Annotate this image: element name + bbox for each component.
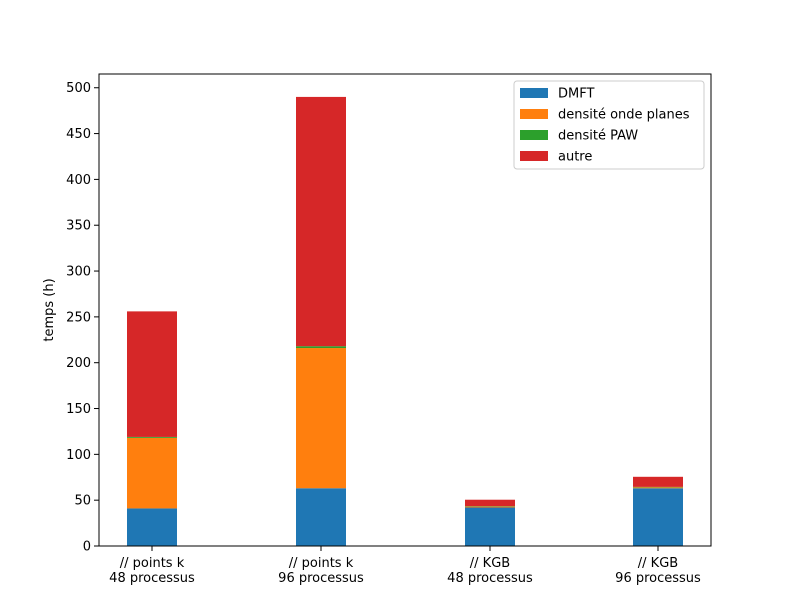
legend-swatch	[520, 109, 548, 119]
x-tick-label: 48 processus	[109, 571, 195, 586]
y-tick-label: 50	[74, 494, 91, 509]
bar-segment	[296, 96, 346, 347]
y-tick-label: 350	[66, 219, 91, 234]
legend-label: densité PAW	[558, 129, 638, 144]
legend-swatch	[520, 88, 548, 98]
legend-label: autre	[558, 150, 592, 165]
y-tick-label: 450	[66, 127, 91, 142]
bar-segment	[127, 311, 177, 437]
legend-swatch	[520, 130, 548, 140]
plot-frame	[98, 73, 712, 547]
bar-segment	[296, 346, 346, 349]
bar-segment	[465, 506, 515, 508]
bar-segment	[465, 507, 515, 546]
y-tick-label: 0	[83, 540, 91, 555]
bar-segment	[296, 348, 346, 489]
bar-segment	[296, 488, 346, 546]
y-tick-label: 100	[66, 448, 91, 463]
x-tick-label: 48 processus	[447, 571, 533, 586]
x-tick-label: 96 processus	[278, 571, 364, 586]
bar-segment	[127, 508, 177, 546]
bars-layer	[127, 96, 683, 546]
legend-label: densité onde planes	[558, 108, 690, 123]
y-tick-label: 250	[66, 310, 91, 325]
x-tick-label: // KGB	[470, 556, 510, 571]
x-tick-label: 96 processus	[615, 571, 701, 586]
y-axis-label: temps (h)	[42, 278, 57, 341]
legend-box	[513, 80, 705, 170]
legend-swatch	[520, 151, 548, 161]
x-tick-label: // points k	[120, 556, 185, 571]
bar-segment	[127, 436, 177, 438]
y-tick-label: 400	[66, 173, 91, 188]
y-tick-label: 300	[66, 265, 91, 280]
y-tick-label: 200	[66, 356, 91, 371]
y-axis: 0 50 100 150 200 250 300 350 400 450 500	[66, 81, 99, 555]
y-tick-label: 150	[66, 402, 91, 417]
x-tick-label: // KGB	[638, 556, 678, 571]
legend: DMFT densité onde planes densité PAW autre	[513, 80, 705, 170]
bar-segment	[633, 476, 683, 487]
bar-segment	[633, 488, 683, 546]
x-axis: // points k48 processus// points k96 pro…	[109, 546, 701, 586]
y-tick-label: 500	[66, 81, 91, 96]
legend-label: DMFT	[558, 87, 594, 102]
bar-segment	[127, 437, 177, 509]
bar-segment	[633, 487, 683, 489]
x-tick-label: // points k	[289, 556, 354, 571]
bar-segment	[465, 499, 515, 507]
